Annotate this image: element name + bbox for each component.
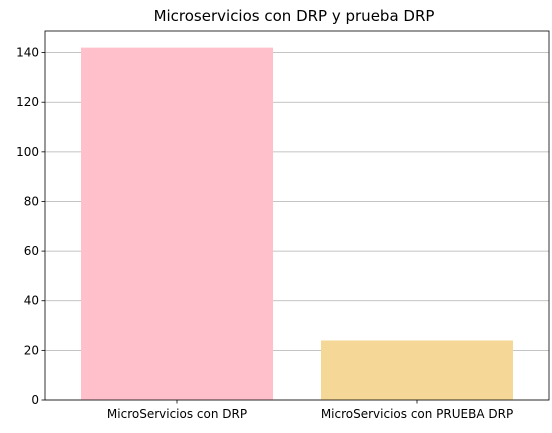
y-tick-label: 0 xyxy=(31,393,39,407)
bar xyxy=(81,47,273,400)
y-tick-label: 100 xyxy=(16,145,39,159)
y-tick-label: 120 xyxy=(16,95,39,109)
chart-title: Microservicios con DRP y prueba DRP xyxy=(154,7,435,25)
bars xyxy=(81,47,513,400)
axes xyxy=(41,30,550,404)
y-tick-label: 80 xyxy=(24,194,39,208)
y-tick-label: 20 xyxy=(24,343,39,357)
y-tick-label: 40 xyxy=(24,294,39,308)
x-tick-label: MicroServicios con PRUEBA DRP xyxy=(321,407,513,421)
bar xyxy=(321,340,513,400)
x-tick-label: MicroServicios con DRP xyxy=(107,407,247,421)
tick-labels: 0 20 40 60 80 100 120 140 MicroServicios con DRP… xyxy=(16,46,513,421)
plot-frame xyxy=(44,30,550,401)
y-tick-label: 140 xyxy=(16,46,39,60)
y-tick-label: 60 xyxy=(24,244,39,258)
